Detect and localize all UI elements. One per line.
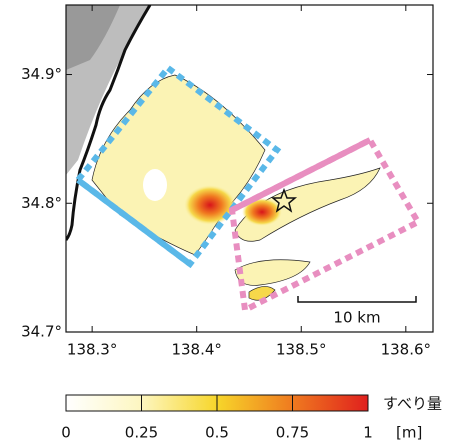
x-tick-label: 138.3° — [67, 341, 117, 359]
map-figure: 10 km すべり量 [m] 138.3° 138.4° 138.5° 138.6° 3… — [0, 0, 453, 443]
x-tick-label: 138.4° — [171, 341, 221, 359]
scale-bar — [298, 296, 416, 302]
slip-area — [235, 260, 310, 286]
colorbar-tick-label: 0.25 — [125, 424, 158, 442]
colorbar-tick-label: 0 — [61, 424, 71, 442]
x-tick-label: 138.5° — [276, 341, 326, 359]
x-tick-label: 138.6° — [381, 341, 431, 359]
slip-peak — [184, 185, 236, 225]
colorbar-tick-label: 0.75 — [276, 424, 309, 442]
map-area — [66, 5, 418, 310]
colorbar-title: すべり量 — [383, 395, 442, 413]
colorbar-unit: [m] — [396, 424, 422, 442]
scale-bar-label: 10 km — [333, 309, 380, 327]
colorbar-tick-label: 0.5 — [205, 424, 229, 442]
y-tick-label: 34.8° — [21, 194, 62, 212]
colorbar-tick-label: 1 — [363, 424, 373, 442]
y-tick-label: 34.7° — [21, 323, 62, 341]
low-slip — [143, 169, 167, 201]
y-tick-label: 34.9° — [21, 65, 62, 83]
